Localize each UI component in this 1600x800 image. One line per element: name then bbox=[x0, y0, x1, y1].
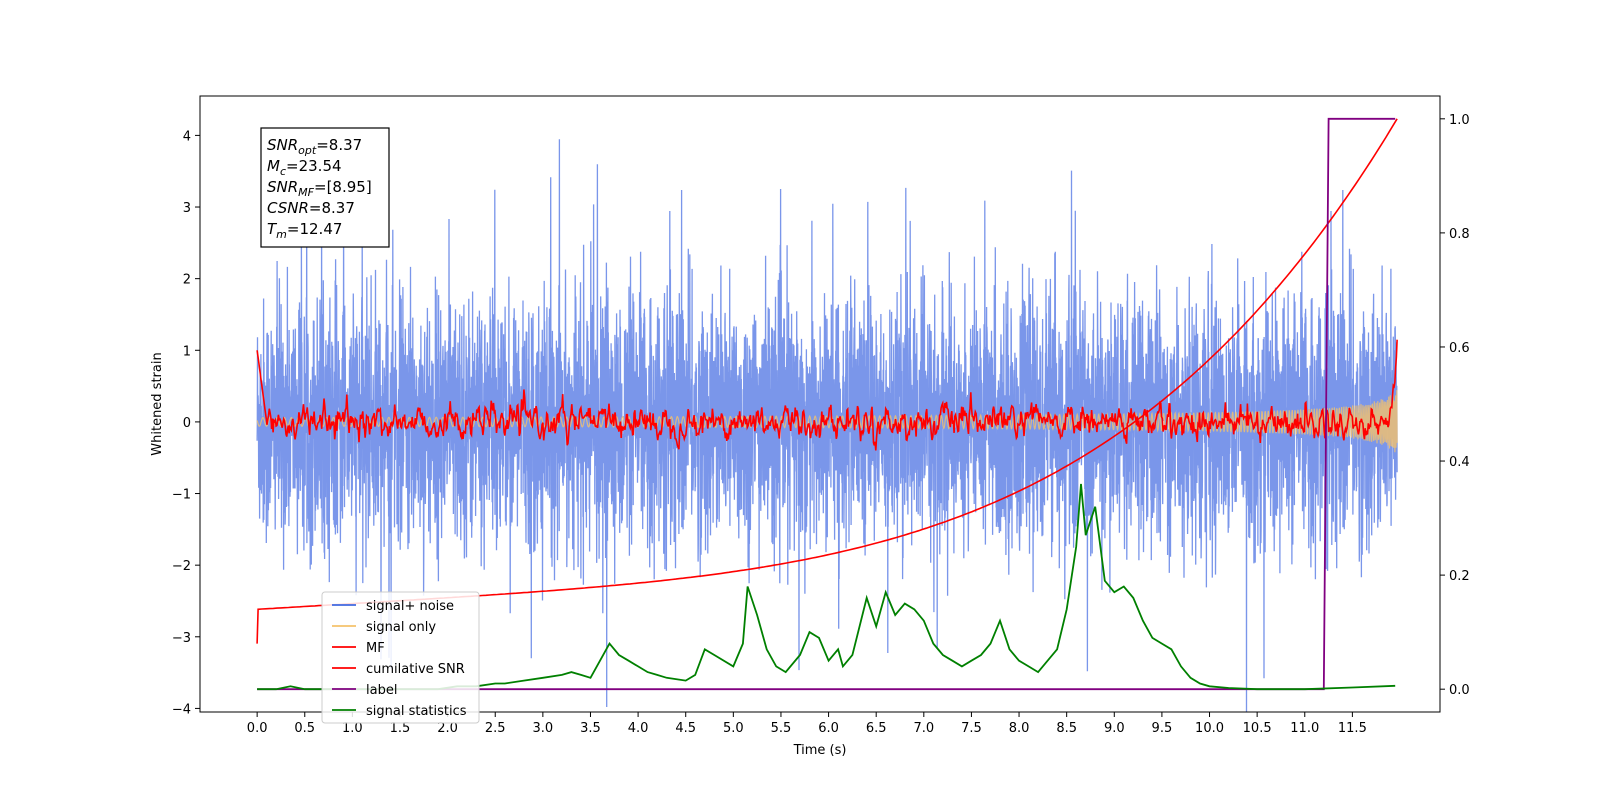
info-line: SNRopt=8.37 bbox=[267, 136, 362, 157]
y-tick-label: 0 bbox=[183, 416, 191, 431]
legend-entry: signal only bbox=[366, 620, 436, 635]
info-symbol: T bbox=[267, 220, 278, 238]
y-tick-label: −4 bbox=[172, 702, 191, 717]
x-tick-label: 8.5 bbox=[1056, 721, 1077, 736]
x-tick-label: 9.0 bbox=[1104, 721, 1125, 736]
x-tick-label: 11.5 bbox=[1338, 721, 1367, 736]
info-line: Tm=12.47 bbox=[267, 220, 342, 241]
x-tick-label: 11.0 bbox=[1290, 721, 1319, 736]
x-tick-label: 3.5 bbox=[580, 721, 601, 736]
x-tick-label: 8.0 bbox=[1009, 721, 1030, 736]
x-tick-label: 2.5 bbox=[485, 721, 506, 736]
legend-entry: cumilative SNR bbox=[366, 662, 465, 677]
legend-entry: signal+ noise bbox=[366, 599, 454, 614]
info-value: =8.37 bbox=[309, 199, 355, 217]
y-tick-label: 3 bbox=[183, 201, 191, 216]
series-signal-statistics bbox=[257, 483, 1396, 691]
y-tick-label: −2 bbox=[172, 559, 191, 574]
info-symbol: SNR bbox=[267, 136, 298, 154]
x-axis: 0.0 0.5 1.0 1.5 2.0 2.5 3.0 3.5 4.0 4.5 5.0 5.5 6.0 6… bbox=[247, 712, 1367, 736]
info-line: Mc=23.54 bbox=[267, 157, 342, 178]
y2-tick-label: 1.0 bbox=[1449, 113, 1470, 128]
y2-tick-label: 0.6 bbox=[1449, 341, 1470, 356]
info-subscript: opt bbox=[298, 144, 317, 157]
x-tick-label: 0.0 bbox=[247, 721, 268, 736]
x-tick-label: 5.5 bbox=[771, 721, 792, 736]
info-line: SNRMF=[8.95] bbox=[267, 178, 372, 199]
x-tick-label: 2.0 bbox=[437, 721, 458, 736]
x-tick-label: 7.0 bbox=[913, 721, 934, 736]
x-tick-label: 1.0 bbox=[342, 721, 363, 736]
legend-entry: MF bbox=[366, 641, 385, 656]
legend-frame bbox=[321, 591, 480, 724]
info-box: SNRopt=8.37Mc=23.54SNRMF=[8.95]CSNR=8.37… bbox=[260, 127, 390, 248]
x-tick-label: 0.5 bbox=[294, 721, 315, 736]
y-tick-label: 1 bbox=[183, 344, 191, 359]
info-box-frame bbox=[260, 127, 390, 248]
y2-tick-label: 0.2 bbox=[1449, 569, 1470, 584]
info-line: CSNR=8.37 bbox=[267, 199, 355, 217]
y-axis-label: Whitened strain bbox=[150, 352, 165, 455]
x-tick-label: 9.5 bbox=[1152, 721, 1173, 736]
y-axis-left: 4 3 2 1 0 −1 −2 −3 −4 bbox=[172, 129, 200, 717]
info-value: =8.37 bbox=[316, 136, 362, 154]
info-subscript: MF bbox=[298, 186, 314, 199]
x-tick-label: 4.0 bbox=[628, 721, 649, 736]
y-tick-label: 2 bbox=[183, 273, 191, 288]
info-symbol: SNR bbox=[267, 178, 298, 196]
info-value: =[8.95] bbox=[314, 178, 372, 196]
y-tick-label: 4 bbox=[183, 129, 191, 144]
series-signal-noise bbox=[256, 139, 1398, 712]
y2-tick-label: 0.0 bbox=[1449, 683, 1470, 698]
y-tick-label: −3 bbox=[172, 631, 191, 646]
series-label bbox=[257, 117, 1396, 691]
x-tick-label: 10.5 bbox=[1243, 721, 1272, 736]
x-tick-label: 6.0 bbox=[818, 721, 839, 736]
info-value: =12.47 bbox=[287, 220, 343, 238]
x-tick-label: 3.0 bbox=[533, 721, 554, 736]
info-value: =23.54 bbox=[286, 157, 342, 175]
y-tick-label: −1 bbox=[172, 488, 191, 503]
y-axis-right: 1.0 0.8 0.6 0.4 0.2 0.0 bbox=[1440, 113, 1470, 698]
info-symbol: CSNR bbox=[267, 199, 309, 217]
legend-entry: label bbox=[366, 683, 397, 698]
y2-tick-label: 0.8 bbox=[1449, 227, 1470, 242]
y2-tick-label: 0.4 bbox=[1449, 455, 1470, 470]
info-subscript: m bbox=[276, 228, 287, 241]
x-tick-label: 1.5 bbox=[390, 721, 411, 736]
x-tick-label: 7.5 bbox=[961, 721, 982, 736]
series-mf bbox=[256, 339, 1398, 451]
legend-entry: signal statistics bbox=[366, 704, 467, 719]
plot-frame bbox=[199, 95, 1441, 713]
x-tick-label: 5.0 bbox=[723, 721, 744, 736]
x-tick-label: 10.0 bbox=[1195, 721, 1224, 736]
info-subscript: c bbox=[280, 165, 286, 178]
x-tick-label: 6.5 bbox=[866, 721, 887, 736]
legend: signal+ noise signal only MF cumilative SNR… bbox=[321, 591, 480, 724]
info-symbol: M bbox=[267, 157, 280, 175]
x-tick-label: 4.5 bbox=[675, 721, 696, 736]
x-axis-label: Time (s) bbox=[793, 743, 847, 758]
